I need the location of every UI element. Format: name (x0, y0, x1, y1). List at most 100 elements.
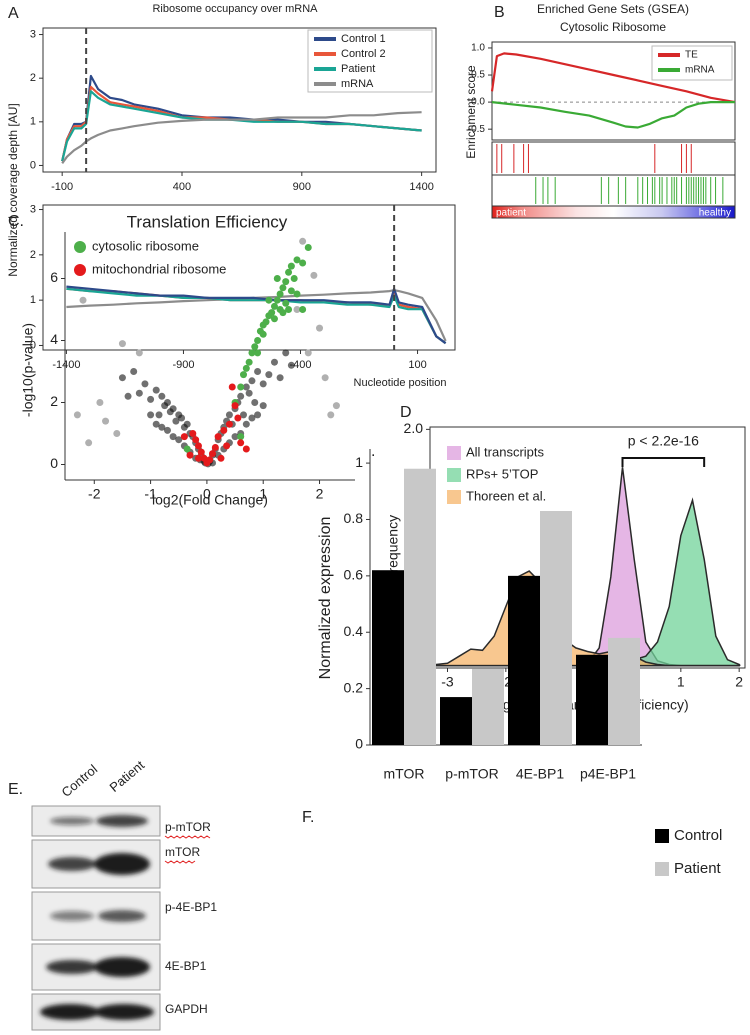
point (259, 380, 267, 388)
point (113, 430, 121, 437)
point (228, 383, 236, 391)
point (310, 271, 318, 279)
legend-label: TE (685, 50, 698, 61)
panel-label: D (400, 404, 412, 421)
point (282, 278, 290, 286)
y-tick-label: 0 (30, 339, 36, 351)
plot-frame (42, 204, 456, 351)
y-tick-label: 1 (355, 454, 363, 470)
point (175, 411, 183, 419)
spell-underline (164, 860, 196, 864)
point (231, 402, 239, 410)
point (254, 411, 262, 419)
band (48, 857, 96, 871)
point (158, 423, 166, 431)
point (166, 408, 174, 416)
x-tick-label: -100 (51, 181, 73, 193)
band (50, 817, 94, 825)
legend-frame (307, 29, 433, 93)
y-tick-label: 2 (30, 72, 36, 84)
point (268, 309, 276, 317)
point (240, 371, 248, 379)
legend-swatch (655, 829, 669, 843)
point (85, 439, 93, 447)
protein-label: p-4E-BP1 (165, 900, 217, 914)
band (94, 957, 150, 977)
legend-label: Thoreen et al. (466, 488, 546, 503)
significance-bracket (621, 457, 706, 467)
band (98, 910, 146, 922)
y-tick-label: 1 (30, 294, 36, 306)
point (175, 436, 183, 444)
ylabel: -log10(p-value) (20, 323, 36, 417)
x-tick-label: p4E-BP1 (580, 766, 636, 782)
point (237, 392, 245, 400)
point (118, 374, 126, 382)
point (240, 411, 248, 419)
panel-label: F. (302, 809, 314, 826)
point (147, 395, 155, 403)
bar (540, 511, 572, 745)
point (155, 411, 163, 419)
point (299, 306, 307, 313)
ylabel: Frequency (385, 515, 401, 581)
y-tick-label: 0 (50, 455, 58, 471)
y-tick-label: 0 (30, 159, 36, 171)
point (287, 287, 295, 295)
legend-label: mRNA (341, 78, 374, 90)
point (234, 414, 242, 422)
band (50, 911, 94, 921)
point (237, 433, 245, 441)
density-area (434, 497, 740, 667)
point (225, 420, 233, 428)
point (194, 442, 202, 450)
x-tick-label: 4E-BP1 (516, 766, 564, 782)
point (183, 445, 191, 453)
point (158, 392, 166, 400)
point (332, 402, 340, 410)
legend-label: Control 1 (341, 33, 386, 45)
y-tick-label: 3 (30, 28, 36, 40)
x-tick-label: 1400 (409, 181, 433, 193)
colorbar-label: healthy (699, 208, 731, 219)
legend-label: Patient (341, 63, 375, 75)
point (282, 349, 290, 357)
point (217, 454, 225, 462)
spell-underline (164, 835, 211, 839)
bar (508, 575, 540, 745)
legend-frame (651, 45, 733, 81)
point (152, 386, 160, 394)
point (209, 450, 217, 458)
blot: E. Control Patient p-mTOR mTOR p-4E-BP1 … (8, 757, 217, 1031)
x-tick-label: 1 (259, 486, 267, 502)
point (223, 442, 231, 450)
point (147, 411, 155, 419)
point (259, 402, 267, 410)
y-tick-label: 0 (355, 736, 363, 752)
point (254, 368, 262, 375)
point (248, 414, 256, 422)
legend-label: Control (674, 827, 722, 844)
series-line (61, 90, 422, 162)
point (124, 392, 132, 400)
series-line (490, 52, 736, 104)
legend-swatch (447, 446, 461, 460)
point (245, 389, 253, 397)
protein-label: GAPDH (165, 1002, 208, 1016)
y-tick-label: 0.4 (344, 623, 364, 639)
panel-label: A (8, 5, 19, 22)
y-tick-label: 2.0 (404, 420, 424, 436)
point (242, 383, 250, 391)
point (118, 340, 126, 348)
legend-label: Patient (674, 860, 722, 877)
x-tick-label: mTOR (384, 766, 425, 782)
y-tick-label: 1.0 (471, 43, 485, 54)
point (251, 343, 259, 351)
y-tick-label: 2 (30, 249, 36, 261)
point (135, 389, 143, 397)
legend-swatch (74, 264, 86, 276)
point (265, 296, 273, 304)
point (242, 445, 250, 453)
legend-label: All transcripts (466, 444, 545, 459)
point (265, 371, 273, 379)
